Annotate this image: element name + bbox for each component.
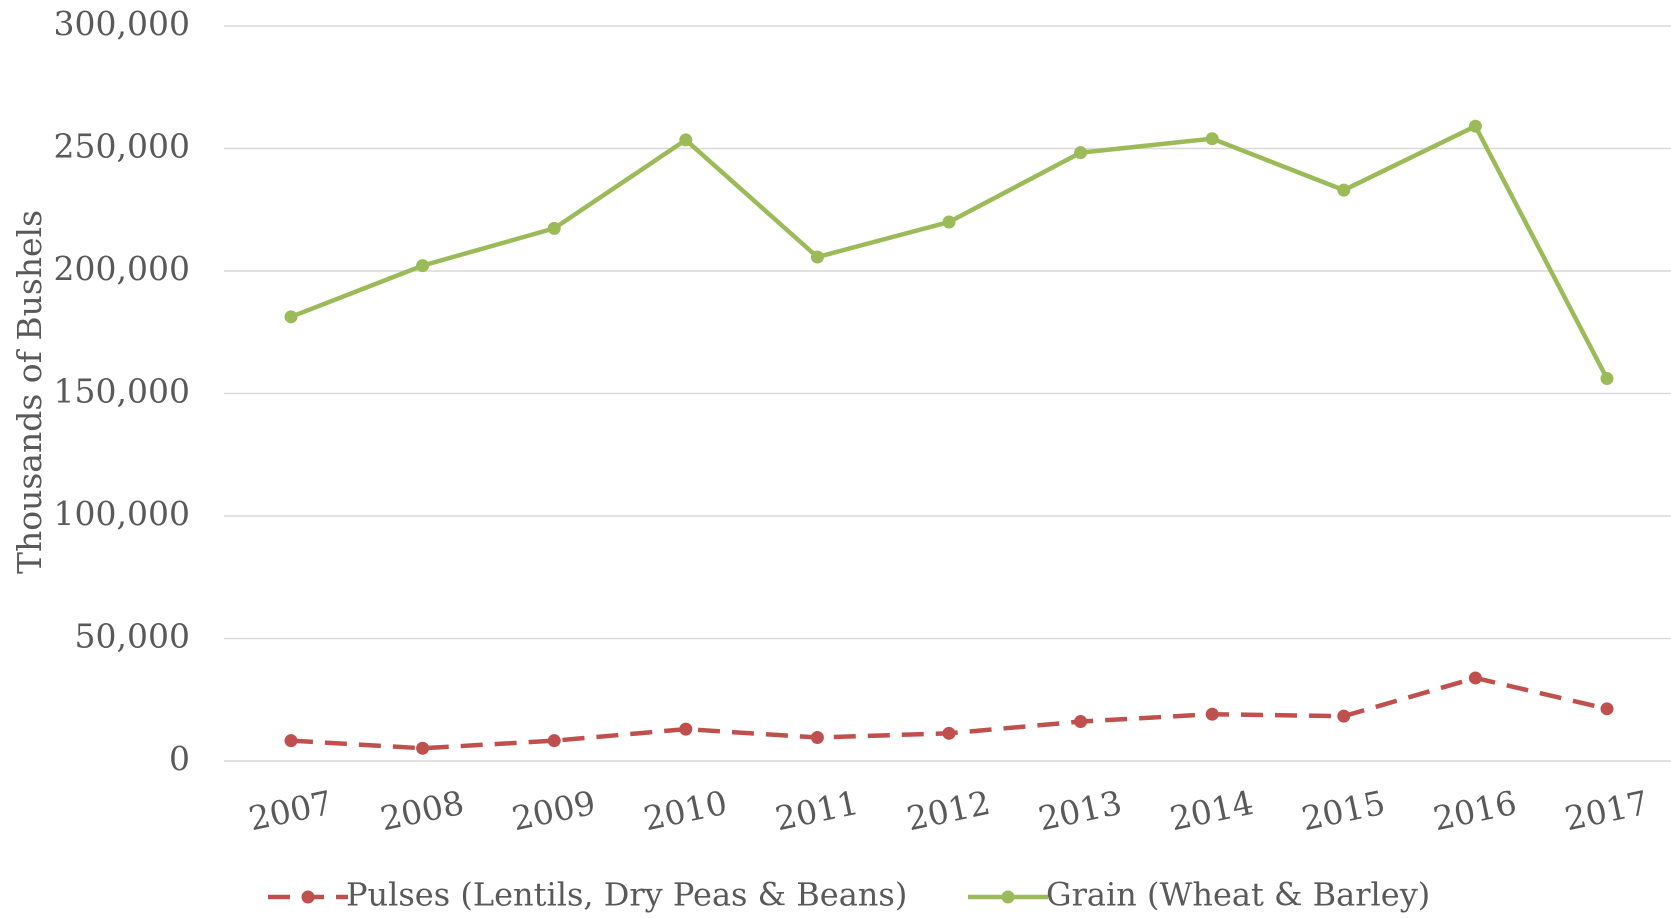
y-tick-label: 250,000 <box>54 127 190 166</box>
y-tick-label: 300,000 <box>54 4 190 43</box>
point <box>284 734 298 748</box>
x-tick-label: 2011 <box>772 783 862 839</box>
y-axis-label: Thousands of Bushels <box>10 210 49 574</box>
point <box>942 215 956 229</box>
point <box>1205 132 1219 146</box>
y-tick-label: 50,000 <box>75 617 190 656</box>
x-tick-label: 2012 <box>903 783 993 839</box>
x-tick-label: 2013 <box>1035 783 1125 839</box>
legend-label: Grain (Wheat & Barley) <box>1046 876 1430 914</box>
x-tick-label: 2009 <box>509 783 599 839</box>
point <box>416 741 430 755</box>
point <box>1468 119 1482 133</box>
point <box>416 259 430 273</box>
x-tick-label: 2010 <box>640 783 730 839</box>
point <box>547 221 561 235</box>
point <box>810 730 824 744</box>
x-tick-label: 2007 <box>245 783 335 839</box>
x-tick-label: 2008 <box>377 783 467 839</box>
point <box>942 726 956 740</box>
point <box>810 250 824 264</box>
y-tick-label: 200,000 <box>54 249 190 288</box>
legend-marker <box>1001 890 1015 904</box>
point <box>679 722 693 736</box>
point <box>1205 707 1219 721</box>
x-tick-label: 2015 <box>1298 783 1388 839</box>
point <box>1337 183 1351 197</box>
legend-marker <box>301 890 315 904</box>
point <box>1337 709 1351 723</box>
point <box>1074 146 1088 160</box>
point <box>1600 702 1614 716</box>
point <box>547 734 561 748</box>
point <box>1074 715 1088 729</box>
series-line <box>290 123 1609 380</box>
point <box>679 133 693 147</box>
x-tick-label: 2017 <box>1561 783 1651 839</box>
point <box>1600 372 1614 386</box>
point <box>1468 671 1482 685</box>
x-tick-label: 2014 <box>1167 783 1257 839</box>
y-tick-label: 150,000 <box>54 372 190 411</box>
y-tick-label: 100,000 <box>54 494 190 533</box>
y-tick-label: 0 <box>169 739 190 778</box>
point <box>284 310 298 324</box>
legend-label: Pulses (Lentils, Dry Peas & Beans) <box>346 876 907 914</box>
x-tick-label: 2016 <box>1430 783 1520 839</box>
